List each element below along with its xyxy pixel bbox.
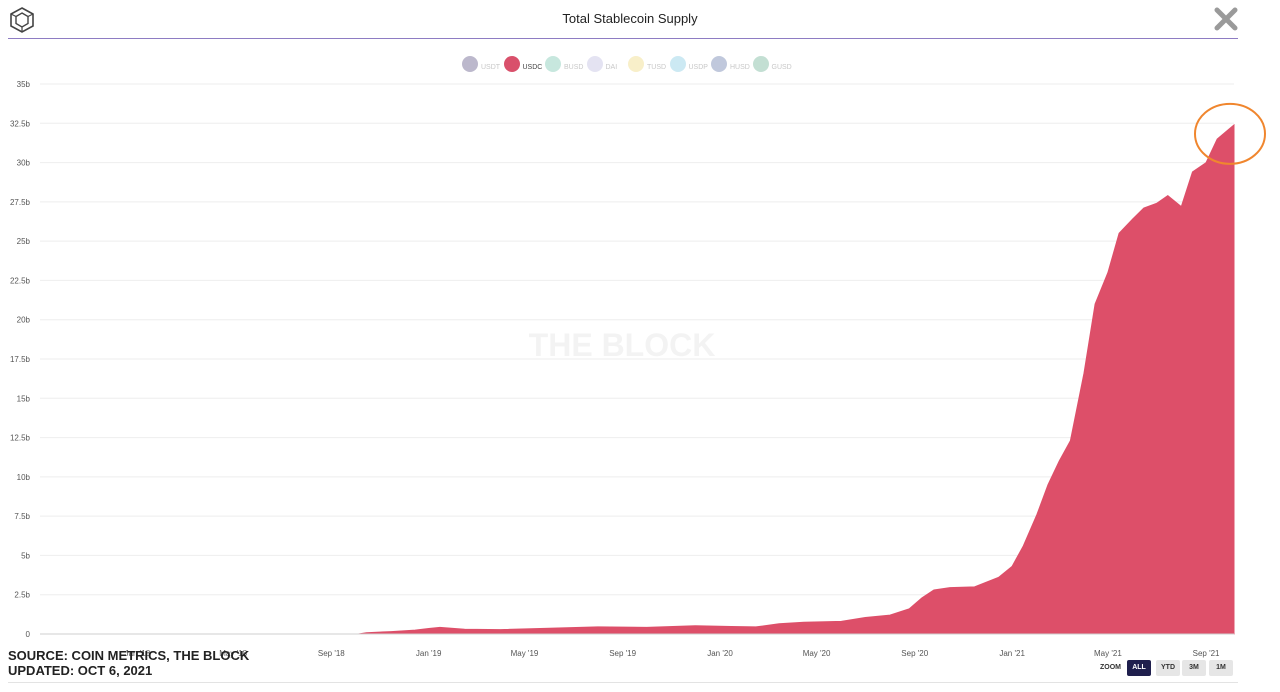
legend-swatch [711, 56, 727, 72]
zoom-button-3m[interactable]: 3M [1182, 660, 1206, 676]
legend-swatch [503, 56, 520, 72]
the-block-logo-icon [10, 7, 34, 33]
y-tick-label: 27.5b [10, 198, 31, 207]
x-tick-label: Jan '18 [125, 649, 151, 658]
y-tick-label: 10b [17, 473, 31, 482]
close-icon[interactable] [1212, 5, 1240, 33]
chart-header: Total Stablecoin Supply [0, 0, 1280, 40]
source-note: SOURCE: COIN METRICS, THE BLOCK UPDATED:… [8, 648, 249, 678]
x-tick-label: May '21 [1094, 649, 1122, 658]
updated-line: UPDATED: OCT 6, 2021 [8, 663, 153, 678]
y-tick-label: 22.5b [10, 276, 31, 285]
stablecoin-supply-chart: 0 2.5b 5b 7.5b 10b 12.5b 15b 17.5b 20b 22.5b 25b 27… [10, 80, 1266, 658]
chart-legend: USDT USDC BUSD DAI TUSD USDP HUSD GUSD [0, 56, 1280, 76]
legend-swatch [669, 56, 686, 72]
legend-label: DAI [605, 64, 618, 71]
x-tick-label: Jan '21 [999, 649, 1025, 658]
y-tick-label: 25b [17, 237, 31, 246]
legend-label: GUSD [771, 64, 792, 71]
watermark-text: THE BLOCK [529, 327, 716, 363]
legend-label: BUSD [564, 64, 584, 71]
chart-title: Total Stablecoin Supply [562, 11, 698, 26]
x-tick-label: May '18 [219, 649, 247, 658]
x-tick-label: May '20 [803, 649, 831, 658]
legend-swatch [752, 56, 769, 72]
zoom-button-ytd[interactable]: YTD [1156, 660, 1180, 676]
y-tick-label: 2.5b [14, 591, 30, 600]
x-tick-label: Sep '21 [1193, 649, 1220, 658]
legend-swatch [462, 56, 478, 72]
legend-label: USDC [522, 64, 543, 71]
y-tick-label: 7.5b [14, 512, 30, 521]
legend-swatch [586, 56, 603, 72]
highlight-circle-annotation [1194, 102, 1266, 165]
zoom-button-1m[interactable]: 1M [1209, 660, 1233, 676]
legend-label: TUSD [647, 64, 667, 71]
y-tick-label: 15b [17, 394, 31, 403]
x-tick-label: Jan '20 [707, 649, 733, 658]
x-tick-label: Sep '20 [901, 649, 928, 658]
zoom-button-all[interactable]: ALL [1127, 660, 1151, 676]
y-tick-label: 0 [26, 630, 31, 639]
y-tick-label: 20b [17, 316, 31, 325]
y-tick-label: 17.5b [10, 355, 31, 364]
y-tick-label: 35b [17, 80, 31, 89]
zoom-label: ZOOM [1100, 664, 1121, 671]
x-tick-label: Sep '19 [609, 649, 636, 658]
legend-label: HUSD [730, 64, 750, 71]
x-tick-label: May '19 [511, 649, 539, 658]
y-tick-label: 30b [17, 159, 31, 168]
legend-swatch [628, 56, 644, 72]
y-tick-label: 5b [21, 551, 30, 560]
legend-label: USDP [688, 64, 708, 71]
footer-divider [8, 682, 1238, 683]
legend-swatch [545, 56, 561, 72]
x-tick-label: Jan '19 [416, 649, 442, 658]
usdc-area-series [40, 123, 1235, 635]
y-tick-label: 32.5b [10, 119, 31, 128]
source-line: SOURCE: COIN METRICS, THE BLOCK [8, 648, 250, 663]
legend-label: USDT [481, 64, 501, 71]
x-tick-label: Sep '18 [318, 649, 345, 658]
y-tick-label: 12.5b [10, 434, 31, 443]
header-divider [8, 38, 1238, 39]
